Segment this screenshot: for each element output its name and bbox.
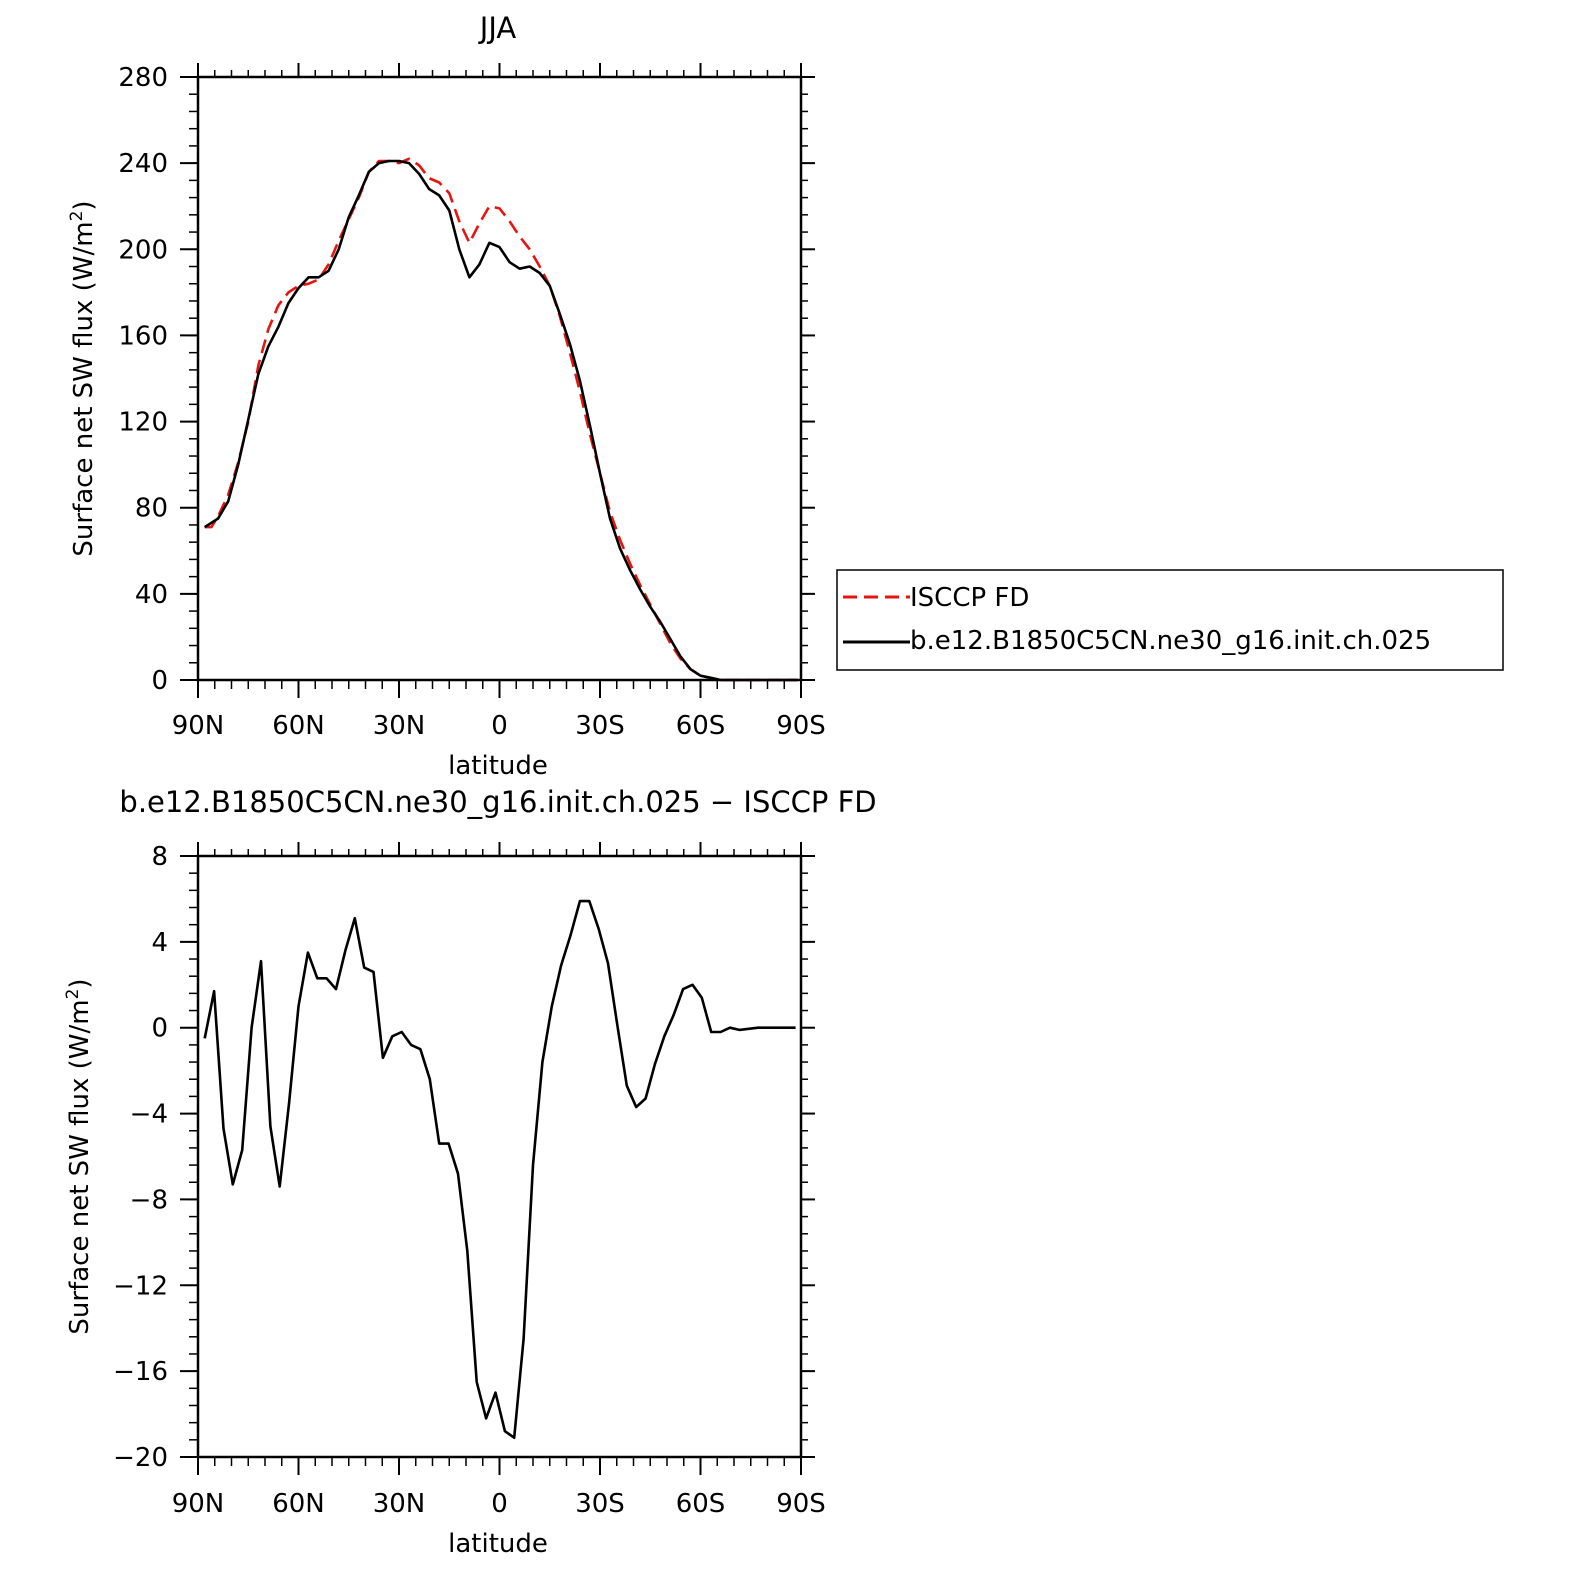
bottom-plot-frame xyxy=(196,854,803,1459)
bottom-x-axis-label: latitude xyxy=(448,1529,548,1559)
bottom-y-tick-label: −16 xyxy=(113,1357,168,1387)
bottom-x-tick-label: 60N xyxy=(272,1489,325,1519)
bottom-x-tick-label: 90N xyxy=(172,1489,225,1519)
bottom-series-lines xyxy=(203,899,796,1439)
top-y-tick-label: 280 xyxy=(118,63,168,93)
bottom-y-tick-label: −20 xyxy=(113,1443,168,1473)
legend-label-model: b.e12.B1850C5CN.ne30_g16.init.ch.025 xyxy=(910,626,1431,656)
bottom-y-tick-label: 0 xyxy=(151,1014,168,1044)
legend-box xyxy=(836,569,1504,671)
top-y-axis-label: Surface net SW flux (W/m2) xyxy=(67,200,99,556)
bottom-y-tick-label: −4 xyxy=(130,1100,168,1130)
bottom-y-tick-label: −8 xyxy=(130,1185,168,1215)
top-x-axis-label: latitude xyxy=(448,751,548,781)
bottom-y-tick-label: 4 xyxy=(151,928,168,958)
legend: ISCCP FD b.e12.B1850C5CN.ne30_g16.init.c… xyxy=(836,569,1504,671)
top-x-tick-label: 0 xyxy=(491,711,508,741)
top-series-line-1 xyxy=(203,159,798,682)
bottom-y-tick-label: 8 xyxy=(151,842,168,872)
top-x-tick-label: 90S xyxy=(776,711,826,741)
top-y-tick-label: 40 xyxy=(135,580,168,610)
top-series-lines xyxy=(203,157,798,682)
top-y-tick-label: 80 xyxy=(135,494,168,524)
top-y-axis-label-text: Surface net SW flux (W/m2) xyxy=(67,200,99,556)
top-y-tick-label: 120 xyxy=(118,408,168,438)
top-chart-title: JJA xyxy=(478,11,517,45)
top-y-tick-label: 160 xyxy=(118,321,168,351)
bottom-panel: b.e12.B1850C5CN.ne30_g16.init.ch.025 − I… xyxy=(63,785,877,1559)
top-plot-frame xyxy=(196,75,803,682)
bottom-y-axis-label-text: Surface net SW flux (W/m2) xyxy=(63,978,95,1334)
top-x-tick-label: 90N xyxy=(172,711,225,741)
top-x-tick-label: 60S xyxy=(676,711,726,741)
legend-label-isccp: ISCCP FD xyxy=(910,583,1029,613)
bottom-x-tick-label: 90S xyxy=(776,1489,826,1519)
top-y-tick-label: 0 xyxy=(151,666,168,696)
top-y-tick-label: 240 xyxy=(118,149,168,179)
bottom-axis-ticks: −20 −16 −12 −8 −4 0 4 8 90N 60N 30N 0 30S 60S 90S xyxy=(113,842,826,1519)
bottom-x-tick-label: 60S xyxy=(676,1489,726,1519)
top-y-tick-label: 200 xyxy=(118,235,168,265)
bottom-x-tick-label: 30S xyxy=(575,1489,625,1519)
top-panel: JJA Surface net SW flux (W/m2) latitude … xyxy=(67,11,826,781)
top-x-tick-label: 30S xyxy=(575,711,625,741)
bottom-x-tick-label: 0 xyxy=(491,1489,508,1519)
top-x-tick-label: 60N xyxy=(272,711,325,741)
bottom-y-tick-label: −12 xyxy=(113,1271,168,1301)
top-series-line-0 xyxy=(204,157,798,682)
bottom-x-tick-label: 30N xyxy=(373,1489,426,1519)
bottom-series-line-0 xyxy=(203,899,796,1439)
bottom-y-axis-label: Surface net SW flux (W/m2) xyxy=(63,978,95,1334)
top-axis-ticks: 0 40 80 120 160 200 240 280 90N 60N 30N 0 30S 60S 90S xyxy=(118,63,826,741)
top-x-tick-label: 30N xyxy=(373,711,426,741)
bottom-chart-title: b.e12.B1850C5CN.ne30_g16.init.ch.025 − I… xyxy=(119,785,876,819)
